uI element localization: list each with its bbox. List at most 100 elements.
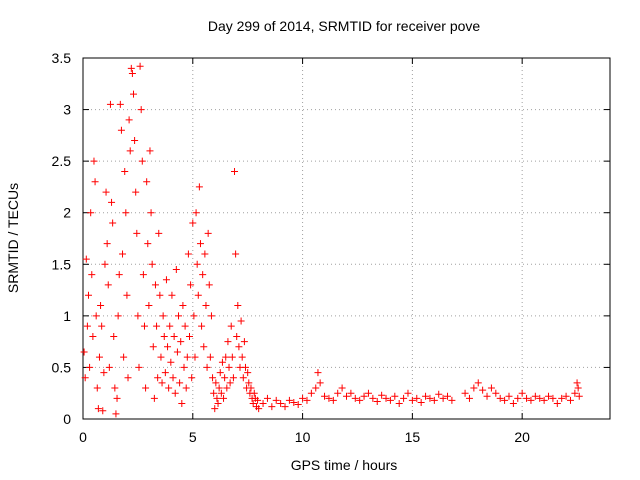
data-point — [193, 260, 201, 268]
data-point — [523, 394, 531, 402]
data-point — [166, 322, 174, 330]
data-point — [172, 265, 180, 273]
data-point — [206, 353, 214, 361]
data-point — [135, 363, 143, 371]
data-point — [465, 394, 473, 402]
data-point — [159, 312, 167, 320]
data-point — [165, 384, 173, 392]
data-point — [290, 398, 298, 406]
data-point — [413, 394, 421, 402]
data-point — [185, 332, 193, 340]
data-point — [91, 178, 99, 186]
data-point — [479, 386, 487, 394]
data-point — [120, 353, 128, 361]
data-point — [142, 384, 150, 392]
data-point — [553, 400, 561, 408]
data-point — [492, 389, 500, 397]
data-point — [189, 219, 197, 227]
data-point — [314, 369, 322, 377]
data-point — [237, 317, 245, 325]
data-point — [241, 363, 249, 371]
data-point — [132, 188, 140, 196]
data-point — [169, 374, 177, 382]
data-point — [86, 363, 94, 371]
data-point — [138, 157, 146, 165]
y-tick-label: 3.5 — [52, 50, 72, 66]
data-point — [244, 369, 252, 377]
data-point — [184, 250, 192, 258]
data-point — [190, 312, 198, 320]
data-point — [439, 394, 447, 402]
data-point — [113, 394, 121, 402]
data-point — [527, 396, 535, 404]
data-point — [94, 405, 102, 413]
y-tick-label: 1.5 — [52, 256, 72, 272]
data-point — [222, 353, 230, 361]
data-point — [180, 363, 188, 371]
data-point — [474, 379, 482, 387]
data-point — [198, 322, 206, 330]
data-point — [207, 312, 215, 320]
data-point — [430, 396, 438, 404]
data-point — [90, 157, 98, 165]
data-point — [294, 401, 302, 409]
data-point — [247, 384, 255, 392]
data-point — [204, 229, 212, 237]
data-point — [575, 392, 583, 400]
data-point — [558, 394, 566, 402]
data-point — [312, 384, 320, 392]
data-point — [153, 322, 161, 330]
data-point — [238, 353, 246, 361]
data-point — [127, 64, 135, 72]
data-point — [217, 389, 225, 397]
data-point — [146, 147, 154, 155]
data-point — [391, 392, 399, 400]
data-point — [239, 374, 247, 382]
data-point — [221, 374, 229, 382]
data-point — [200, 343, 208, 351]
data-point — [161, 369, 169, 377]
data-point — [545, 392, 553, 400]
data-point — [285, 396, 293, 404]
data-point — [470, 384, 478, 392]
data-point — [140, 322, 148, 330]
data-point — [347, 389, 355, 397]
data-point — [214, 400, 222, 408]
data-point — [98, 322, 106, 330]
data-point — [404, 389, 412, 397]
data-point — [487, 384, 495, 392]
y-tick-label: 3 — [63, 102, 71, 118]
y-axis-title: SRMTID / TECUs — [5, 183, 21, 293]
data-point — [131, 137, 139, 145]
data-point — [215, 384, 223, 392]
data-point — [112, 410, 120, 418]
data-point — [133, 229, 141, 237]
data-point — [89, 332, 97, 340]
data-point — [82, 255, 90, 263]
data-point — [117, 126, 125, 134]
data-point — [501, 396, 509, 404]
data-point — [281, 403, 289, 411]
data-point — [115, 271, 123, 279]
data-point — [119, 250, 127, 258]
data-point — [408, 396, 416, 404]
data-point — [104, 281, 112, 289]
data-point — [566, 396, 574, 404]
x-tick-label: 5 — [189, 429, 197, 445]
data-point — [531, 392, 539, 400]
data-point — [175, 312, 183, 320]
data-point — [105, 363, 113, 371]
data-point — [382, 394, 390, 402]
data-point — [245, 379, 253, 387]
data-point — [194, 291, 202, 299]
data-point — [225, 363, 233, 371]
data-point — [573, 379, 581, 387]
data-point — [334, 389, 342, 397]
data-point — [321, 392, 329, 400]
data-point — [329, 396, 337, 404]
data-point — [201, 250, 209, 258]
data-point — [187, 281, 195, 289]
data-point — [130, 90, 138, 98]
data-point — [167, 358, 175, 366]
data-point — [128, 69, 136, 77]
